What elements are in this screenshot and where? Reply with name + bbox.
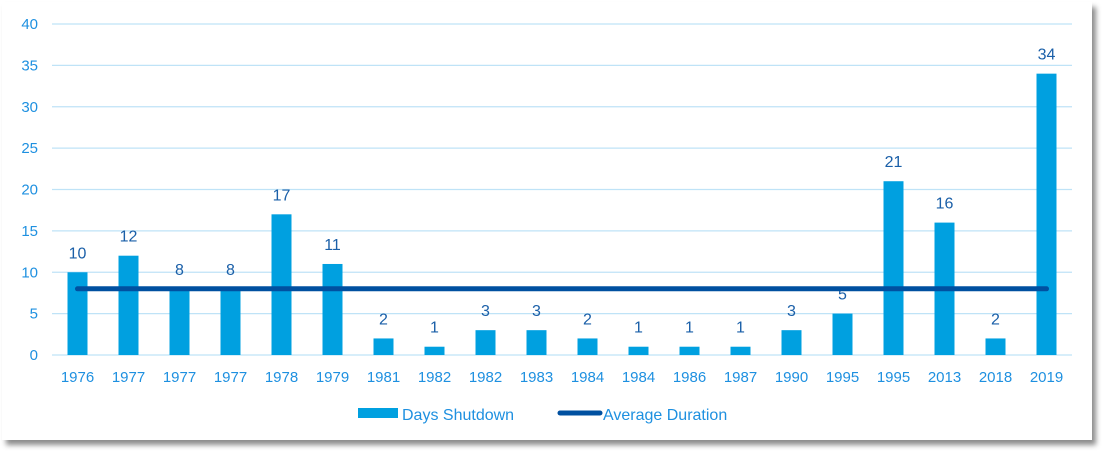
x-tick-label: 1977	[112, 369, 145, 386]
bar	[679, 346, 700, 355]
x-tick-label: 2019	[1030, 369, 1063, 386]
y-tick-label: 10	[21, 264, 38, 281]
y-tick-label: 15	[21, 223, 38, 240]
data-label: 2	[583, 311, 592, 328]
x-tick-label: 1982	[418, 369, 451, 386]
data-label: 21	[885, 154, 903, 171]
data-label: 2	[379, 311, 388, 328]
x-tick-label: 1982	[469, 369, 502, 386]
data-label: 3	[481, 303, 490, 320]
x-tick-label: 1983	[520, 369, 553, 386]
x-tick-label: 1979	[316, 369, 349, 386]
data-label: 1	[634, 320, 643, 337]
data-label: 8	[175, 262, 184, 279]
y-tick-label: 35	[21, 57, 38, 74]
bar	[373, 338, 394, 355]
x-tick-label: 1976	[61, 369, 94, 386]
data-label: 2	[991, 311, 1000, 328]
bar	[985, 338, 1006, 355]
bar	[628, 346, 649, 355]
data-label: 3	[787, 303, 796, 320]
y-tick-label: 40	[21, 16, 38, 33]
x-tick-label: 1981	[367, 369, 400, 386]
bar	[424, 346, 445, 355]
x-tick-label: 1977	[163, 369, 196, 386]
x-tick-label: 1984	[622, 369, 655, 386]
y-tick-label: 30	[21, 99, 38, 116]
x-tick-label: 1995	[826, 369, 859, 386]
data-label: 34	[1038, 47, 1056, 64]
bar	[67, 272, 88, 355]
x-tick-label: 1986	[673, 369, 706, 386]
x-tick-label: 1990	[775, 369, 808, 386]
bar	[781, 330, 802, 355]
x-tick-label: 2013	[928, 369, 961, 386]
bar	[322, 263, 343, 355]
chart-panel: 0 5 10 15 20 25 30 35 40 10 12 8 8 17 11 2 1 3 3 2 1 1 1 3 5 21 16…	[2, 2, 1092, 440]
data-label: 17	[273, 187, 291, 204]
bar	[118, 255, 139, 355]
data-label: 1	[430, 320, 439, 337]
bar	[1036, 73, 1057, 356]
x-tick-label: 2018	[979, 369, 1012, 386]
data-label: 1	[736, 320, 745, 337]
y-tick-label: 5	[30, 306, 38, 323]
x-tick-label: 1984	[571, 369, 604, 386]
bar	[475, 330, 496, 355]
data-label: 5	[838, 287, 847, 304]
data-label: 11	[324, 237, 341, 254]
bar	[526, 330, 547, 355]
x-tick-label: 1995	[877, 369, 910, 386]
data-label: 10	[69, 245, 87, 262]
bar	[169, 288, 190, 355]
bar	[220, 288, 241, 355]
x-tick-label: 1977	[214, 369, 247, 386]
legend-label-bars: Days Shutdown	[402, 407, 514, 424]
bar	[832, 313, 853, 355]
bar	[271, 214, 292, 355]
data-label: 12	[120, 229, 138, 246]
x-tick-label: 1978	[265, 369, 298, 386]
y-tick-label: 0	[30, 347, 38, 364]
data-label: 16	[936, 196, 954, 213]
data-label: 8	[226, 262, 235, 279]
y-tick-label: 25	[21, 140, 38, 157]
legend-label-line: Average Duration	[603, 407, 727, 424]
bar	[883, 181, 904, 355]
bar	[730, 346, 751, 355]
legend-swatch-bars	[358, 408, 398, 418]
bar	[577, 338, 598, 355]
data-label: 3	[532, 303, 541, 320]
x-tick-label: 1987	[724, 369, 757, 386]
y-tick-label: 20	[21, 182, 38, 199]
data-label: 1	[685, 320, 694, 337]
